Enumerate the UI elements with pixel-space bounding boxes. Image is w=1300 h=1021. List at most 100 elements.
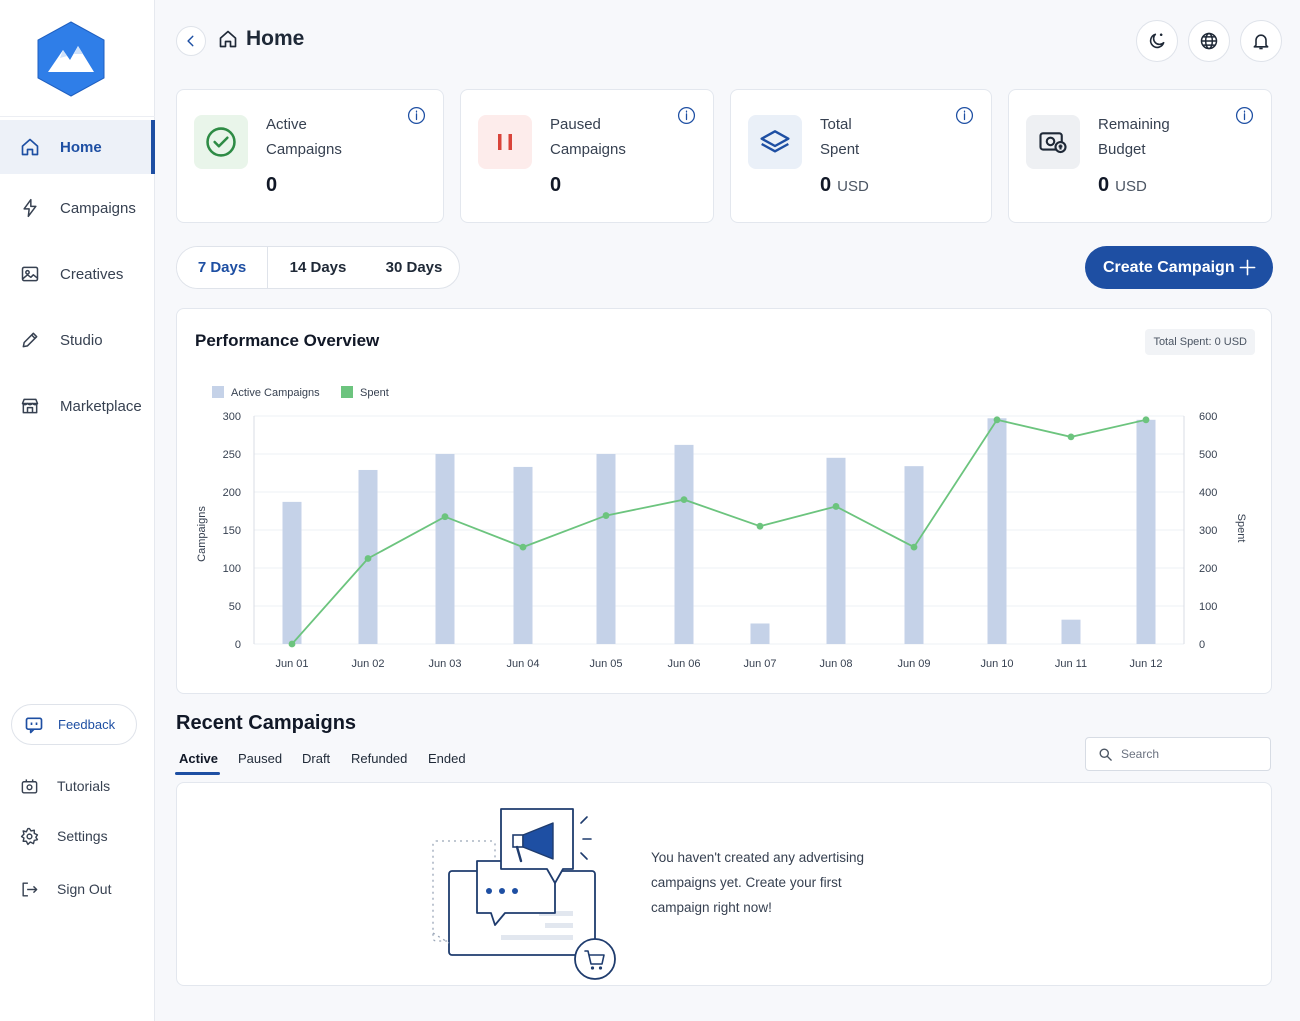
point-spent (1142, 416, 1150, 424)
page-title: Home (218, 27, 304, 51)
tab-7-days[interactable]: 7 Days (177, 247, 268, 288)
card-icon-wrap (748, 115, 802, 169)
bar-active-campaigns (282, 501, 302, 644)
line-spent (291, 418, 1147, 645)
create-campaign-button[interactable]: Create Campaign (1085, 246, 1273, 289)
tab-ended[interactable]: Ended (428, 751, 466, 766)
active-tab-indicator (175, 772, 220, 775)
info-icon[interactable] (407, 106, 426, 125)
search-box (1085, 737, 1271, 771)
bar-active-campaigns (596, 454, 616, 644)
search-input[interactable] (1121, 747, 1261, 761)
x-tick-label: Jun 01 (275, 658, 308, 670)
tab-30-days[interactable]: 30 Days (385, 259, 443, 276)
info-icon[interactable] (1235, 106, 1254, 125)
stat-card-active-campaigns: Active Campaigns 0 (176, 89, 444, 223)
bar-active-campaigns (826, 457, 846, 644)
create-campaign-label: Create Campaign (1103, 258, 1235, 276)
sidebar-item-label: Settings (57, 828, 108, 844)
bar-active-campaigns (987, 418, 1007, 644)
point-spent (756, 522, 764, 530)
sidebar-item-marketplace[interactable]: Marketplace (0, 379, 155, 433)
tab-draft[interactable]: Draft (302, 751, 331, 766)
brand-logo[interactable] (32, 20, 110, 98)
feedback-button[interactable]: Feedback (11, 704, 137, 745)
globe-icon (1200, 32, 1218, 50)
pen-icon (22, 332, 38, 348)
y2-tick-label: 400 (1199, 487, 1217, 499)
sidebar-item-label: Creatives (60, 265, 124, 283)
x-tick-label: Jun 12 (1129, 658, 1162, 670)
recent-campaigns-title: Recent Campaigns (176, 712, 357, 734)
x-tick-label: Jun 04 (506, 658, 539, 670)
y2-axis-title: Spent (1235, 514, 1247, 543)
layers-icon (760, 130, 790, 153)
language-button[interactable] (1188, 20, 1230, 62)
feedback-icon (25, 717, 43, 733)
bar-active-campaigns (1061, 619, 1081, 644)
bar-active-campaigns (674, 444, 694, 644)
y-tick-label: 150 (223, 525, 241, 537)
sidebar-item-label: Home (60, 138, 102, 156)
x-tick-label: Jun 08 (819, 658, 852, 670)
bar-active-campaigns (435, 454, 455, 644)
point-spent (680, 496, 688, 503)
feedback-label: Feedback (58, 717, 116, 732)
info-icon[interactable] (955, 106, 974, 125)
store-icon (21, 398, 39, 414)
bar-active-campaigns (904, 466, 924, 644)
y-tick-label: 200 (223, 487, 241, 499)
total-spent-badge: Total Spent: 0 USD (1145, 329, 1255, 355)
x-tick-label: Jun 09 (897, 658, 930, 670)
bar-active-campaigns (750, 623, 770, 644)
period-selector: 7 Days 14 Days 30 Days (176, 246, 460, 289)
performance-overview-card: Performance Overview Total Spent: 0 USD … (176, 308, 1272, 694)
stat-card-total-spent: Total Spent 0 USD (730, 89, 992, 223)
card-value: 0 (550, 174, 562, 196)
legend-swatch-active-campaigns (212, 386, 224, 398)
card-icon-wrap (1026, 115, 1080, 169)
empty-state-card: You haven't created any advertising camp… (176, 782, 1272, 986)
y2-tick-label: 600 (1199, 411, 1217, 423)
y-tick-label: 250 (223, 449, 241, 461)
sidebar-item-creatives[interactable]: Creatives (0, 247, 155, 301)
sidebar-item-home[interactable]: Home (0, 120, 155, 174)
sidebar-item-campaigns[interactable]: Campaigns (0, 181, 155, 235)
performance-chart: 0 50 100 150 200 250 300 0 100 200 300 400 500 600 Jun… (196, 386, 1247, 670)
y2-tick-label: 0 (1199, 639, 1205, 651)
x-tick-label: Jun 11 (1055, 658, 1087, 670)
tab-active[interactable]: Active (179, 751, 219, 766)
sidebar-item-label: Campaigns (60, 199, 136, 217)
y2-tick-label: 500 (1199, 449, 1217, 461)
card-value: 0 (266, 174, 278, 196)
info-icon[interactable] (677, 106, 696, 125)
notifications-button[interactable] (1240, 20, 1282, 62)
theme-toggle-button[interactable] (1136, 20, 1178, 62)
bar-active-campaigns (513, 466, 533, 644)
card-label: Total Spent (820, 116, 860, 158)
sidebar-item-tutorials[interactable]: Tutorials (0, 766, 155, 806)
back-button[interactable] (176, 26, 206, 56)
home-icon (219, 30, 237, 48)
y-tick-label: 0 (235, 639, 241, 651)
home-icon (21, 138, 39, 156)
x-tick-label: Jun 07 (743, 658, 776, 670)
sidebar-item-sign-out[interactable]: Sign Out (0, 869, 155, 909)
x-tick-label: Jun 02 (351, 658, 384, 670)
sidebar-item-label: Marketplace (60, 397, 142, 415)
tab-refunded[interactable]: Refunded (351, 751, 408, 766)
sidebar-item-studio[interactable]: Studio (0, 313, 155, 367)
card-value: 0 USD (1098, 174, 1147, 196)
plus-icon (1239, 259, 1256, 276)
sidebar-item-label: Tutorials (57, 778, 111, 794)
empty-state-message: You haven't created any advertising camp… (651, 850, 864, 915)
legend-swatch-spent (341, 386, 353, 398)
sidebar-item-label: Studio (60, 331, 103, 349)
tab-14-days[interactable]: 14 Days (289, 259, 347, 276)
bar-active-campaigns (1136, 419, 1156, 644)
tab-paused[interactable]: Paused (238, 751, 283, 766)
x-tick-label: Jun 05 (589, 658, 622, 670)
bell-icon (1253, 34, 1269, 50)
card-label: Paused Campaigns (550, 116, 626, 158)
sidebar-item-settings[interactable]: Settings (0, 816, 155, 856)
